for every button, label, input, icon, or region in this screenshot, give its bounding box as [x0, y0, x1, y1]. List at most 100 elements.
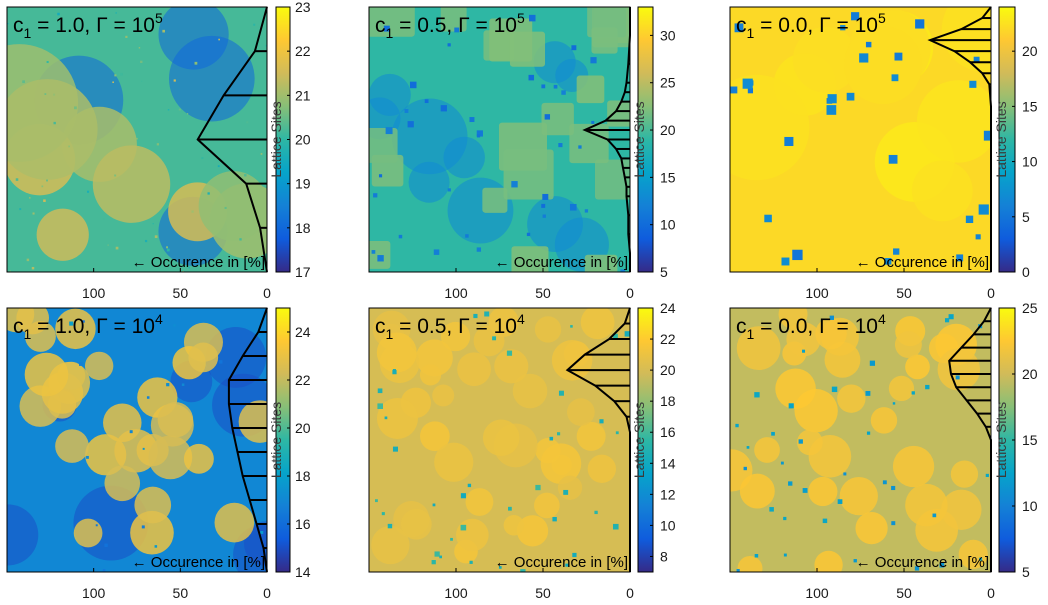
heatmap-vacancy: [152, 223, 154, 225]
heatmap-vacancy: [125, 35, 128, 38]
heatmap-grain: [473, 325, 505, 357]
heatmap-vacancy: [46, 60, 49, 64]
heatmap-vacancy: [41, 185, 44, 188]
heatmap-vacancy: [115, 246, 119, 250]
heatmap-vacancy: [798, 439, 803, 444]
heatmap-vacancy: [28, 197, 31, 199]
heatmap-vacancy: [520, 569, 526, 572]
colorbar-tick-label: 22: [660, 331, 676, 347]
heatmap-vacancy: [624, 331, 630, 337]
occurrence-histogram: [227, 307, 268, 573]
heatmap-vacancy: [965, 215, 974, 224]
heatmap-vacancy: [955, 375, 960, 380]
panel-p2: c1 = 0.5, Γ = 105← Occurence in [%]100 50…: [368, 6, 676, 301]
heatmap-grain: [775, 368, 816, 410]
heatmap-vacancy: [15, 178, 19, 181]
colorbar-tick-label: 24: [660, 300, 676, 316]
heatmap-grain: [494, 349, 529, 384]
heatmap-vacancy: [440, 105, 447, 112]
heatmap-vacancy: [460, 524, 467, 531]
heatmap-vacancy: [553, 84, 558, 89]
heatmap-vacancy: [615, 431, 619, 435]
panel-p3: c1 = 0.0, Γ = 105← Occurence in [%]100 50…: [729, 6, 1038, 301]
colorbar-tick-label: 8: [660, 548, 668, 564]
heatmap-vacancy: [392, 369, 396, 373]
heatmap-vacancy: [544, 114, 551, 120]
heatmap-grain: [739, 473, 775, 509]
heatmap-vacancy: [780, 461, 784, 465]
occurrence-histogram: [196, 6, 268, 273]
heatmap-grain: [541, 102, 574, 136]
colorbar-label: Lattice Sites: [268, 402, 284, 478]
heatmap-grain: [937, 348, 981, 391]
heatmap-grain: [130, 510, 174, 555]
heatmap-vacancy: [788, 481, 793, 486]
heatmap-vacancy: [851, 12, 860, 21]
heatmap-vacancy: [9, 270, 11, 272]
heatmap-vacancy: [141, 80, 143, 82]
heatmap-vacancy: [260, 153, 263, 155]
heatmap-grain: [419, 421, 450, 452]
heatmap-vacancy: [148, 327, 151, 331]
heatmap-grain: [576, 75, 605, 104]
heatmap-vacancy: [829, 315, 835, 320]
heatmap-vacancy: [469, 560, 473, 564]
heatmap-grain: [92, 145, 171, 223]
colorbar-tick-label: 23: [295, 0, 311, 15]
colorbar-tick-label: 18: [295, 468, 311, 484]
heatmap-grain: [84, 351, 114, 381]
heatmap-vacancy: [526, 232, 531, 237]
lattice-heatmap: [369, 7, 630, 272]
heatmap-vacancy: [837, 499, 843, 504]
heatmap-vacancy: [983, 130, 991, 141]
heatmap-vacancy: [385, 127, 393, 135]
heatmap-vacancy: [114, 74, 117, 77]
heatmap-grain: [432, 384, 455, 407]
heatmap-grain: [837, 384, 866, 413]
heatmap-region: [408, 161, 450, 203]
colorbar-label: Lattice Sites: [993, 101, 1009, 177]
colorbar-gradient: [637, 307, 654, 573]
heatmap-vacancy: [102, 218, 105, 220]
heatmap-vacancy: [82, 320, 85, 323]
heatmap-vacancy: [561, 90, 566, 95]
heatmap-vacancy: [381, 512, 385, 516]
heatmap-grain: [511, 246, 549, 272]
heatmap-vacancy: [384, 416, 388, 420]
heatmap-vacancy: [865, 390, 871, 396]
heatmap-grain: [958, 539, 988, 569]
histogram-outline: [196, 6, 268, 273]
heatmap-vacancy: [866, 431, 871, 435]
heatmap-vacancy: [620, 269, 626, 272]
heatmap-vacancy: [570, 325, 573, 328]
colorbar-tick-label: 12: [660, 486, 676, 502]
heatmap-vacancy: [244, 174, 247, 177]
heatmap-vacancy: [742, 78, 753, 89]
heatmap-vacancy: [590, 57, 597, 64]
heatmap-vacancy: [888, 154, 898, 164]
heatmap-vacancy: [541, 84, 546, 89]
heatmap-vacancy: [166, 383, 170, 387]
occurrence-axis-label: ← Occurence in [%]: [132, 554, 265, 571]
heatmap-vacancy: [43, 199, 46, 202]
heatmap-vacancy: [460, 493, 466, 499]
heatmap-vacancy: [915, 19, 925, 29]
colorbar-tick-label: 20: [1022, 366, 1038, 382]
heatmap-vacancy: [439, 555, 443, 559]
heatmap-grain: [238, 400, 267, 443]
heatmap-region: [391, 98, 468, 175]
heatmap-vacancy: [884, 258, 892, 265]
heatmap-vacancy: [730, 86, 738, 94]
heatmap-vacancy: [387, 523, 393, 529]
heatmap-vacancy: [735, 423, 739, 428]
heatmap-vacancy: [46, 179, 48, 182]
heatmap-vacancy: [944, 318, 950, 323]
colorbar-tick-label: 18: [295, 220, 311, 236]
panel-title: c1 = 0.0, Γ = 105: [736, 10, 886, 41]
occurrence-histogram: [582, 7, 631, 272]
heatmap-vacancy: [542, 214, 546, 218]
heatmap-vacancy: [865, 41, 872, 48]
heatmap-vacancy: [112, 81, 114, 84]
heatmap-grain: [551, 340, 593, 381]
panel-p1: c1 = 1.0, Γ = 105 ← Occurence in [%] 100 50…: [6, 0, 311, 301]
